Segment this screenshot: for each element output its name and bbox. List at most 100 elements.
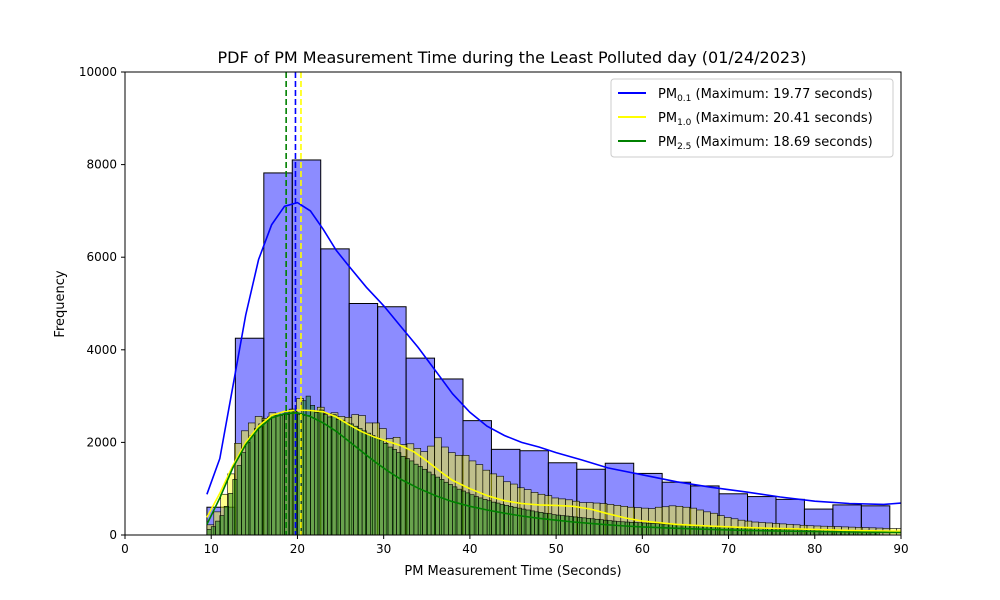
histogram-bar: [291, 159, 322, 535]
histogram-bar: [728, 527, 734, 535]
histogram-bar: [206, 506, 236, 535]
y-tick-label: 6000: [86, 250, 117, 264]
histogram-bar: [348, 423, 354, 535]
histogram-bar: [236, 465, 242, 535]
x-tick-label: 70: [721, 542, 736, 556]
histogram-bar: [377, 306, 407, 535]
histogram-bar: [327, 416, 333, 535]
histogram-bar: [232, 479, 238, 535]
x-tick-label: 20: [290, 542, 305, 556]
histogram-bar: [555, 514, 561, 535]
x-axis-label: PM Measurement Time (Seconds): [404, 564, 621, 579]
histogram-bar: [301, 400, 307, 535]
histogram-bar: [241, 452, 247, 535]
histogram-bar: [366, 432, 372, 535]
histogram-bar: [646, 522, 652, 535]
histogram-bar: [482, 499, 488, 535]
histogram-bar: [801, 529, 807, 535]
histogram-bar: [210, 526, 216, 535]
histogram-bar: [736, 527, 742, 535]
histogram-bar: [508, 505, 514, 535]
histogram-bar: [462, 420, 492, 535]
histogram-bar: [598, 519, 604, 535]
histogram-bar: [607, 520, 613, 535]
histogram-bar: [719, 526, 725, 535]
histogram-bar: [206, 529, 212, 535]
histogram-bar: [525, 509, 531, 535]
histogram-bar: [797, 529, 803, 535]
y-tick-label: 8000: [86, 158, 117, 172]
x-tick-label: 10: [204, 542, 219, 556]
histogram-bar: [767, 528, 772, 535]
histogram-bar: [542, 512, 548, 535]
histogram-bar: [620, 521, 626, 535]
histogram-bar: [547, 513, 553, 535]
histogram-bar: [490, 448, 521, 535]
y-tick-label: 0: [109, 528, 117, 542]
histogram-bar: [219, 515, 225, 535]
histogram-bar: [551, 514, 557, 535]
histogram-bar: [917, 529, 924, 535]
chart-title: PDF of PM Measurement Time during the Le…: [218, 48, 807, 67]
y-axis-label: Frequency: [53, 270, 68, 337]
histogram-bar: [422, 468, 428, 535]
histogram-bar: [495, 502, 501, 535]
histogram-bar: [758, 528, 764, 535]
y-axis-ticks: 0 2000 4000 6000 8000 10000: [79, 65, 125, 542]
histogram-bar: [279, 414, 285, 535]
histogram-bar: [452, 486, 458, 535]
x-tick-label: 90: [893, 542, 908, 556]
histogram-bar: [404, 458, 410, 535]
histogram-bar: [538, 512, 544, 535]
histogram-bar: [379, 439, 384, 535]
histogram-bar: [409, 460, 415, 535]
histogram-bar: [788, 529, 794, 535]
y-tick-label: 10000: [79, 65, 117, 79]
histogram-bar: [667, 524, 673, 535]
histogram-bar: [469, 494, 475, 535]
histogram-bar: [603, 519, 609, 535]
histogram-bar: [805, 529, 811, 535]
maximum-lines-layer: [285, 72, 302, 535]
histogram-bar: [904, 529, 911, 535]
histogram-bar: [577, 517, 583, 535]
histogram-bar: [650, 523, 656, 535]
histogram-bar: [215, 520, 221, 535]
histogram-bar: [473, 496, 479, 535]
histogram-bar: [573, 516, 578, 535]
bars-layer: [206, 159, 924, 535]
histogram-bar: [749, 527, 755, 535]
x-tick-label: 0: [121, 542, 129, 556]
histogram-bar: [594, 518, 600, 535]
histogram-bar: [698, 525, 703, 535]
histogram-bar: [512, 506, 518, 535]
histogram-bar: [741, 527, 747, 535]
histogram-bar: [693, 525, 699, 535]
histogram-bar: [633, 522, 639, 535]
histogram-bar: [374, 437, 380, 535]
kde-line-series-1: [206, 409, 901, 533]
histogram-bar: [383, 443, 389, 535]
histogram-bar: [910, 529, 917, 535]
legend-label: PM1.0 (Maximum: 20.41 seconds): [658, 111, 873, 128]
histogram-bar: [711, 526, 716, 535]
histogram-bar: [779, 528, 785, 535]
histogram-bar: [266, 416, 272, 535]
histogram-bar: [443, 481, 449, 535]
legend: PM0.1 (Maximum: 19.77 seconds) PM1.0 (Max…: [610, 78, 894, 158]
histogram-bar: [320, 248, 350, 535]
histogram-bar: [439, 479, 445, 535]
histogram-bar: [754, 528, 760, 535]
histogram-bar: [288, 409, 294, 535]
histogram-bar: [323, 414, 328, 535]
histogram-bar: [715, 526, 721, 535]
x-tick-label: 40: [462, 542, 477, 556]
kde-line-series-0: [206, 201, 901, 506]
histogram-bar: [426, 471, 432, 535]
histogram-bar: [448, 484, 453, 535]
histogram-bar: [331, 414, 337, 535]
histogram-bar: [676, 524, 682, 535]
histogram-bar: [396, 452, 402, 535]
histogram-bar: [478, 497, 484, 535]
histogram-bar: [348, 303, 379, 535]
